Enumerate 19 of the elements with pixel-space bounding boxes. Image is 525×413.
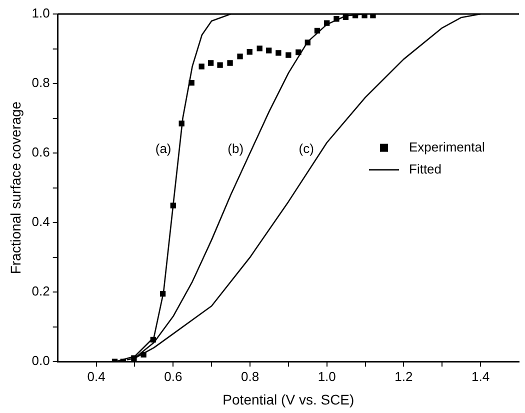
x-tick-label: 1.4 bbox=[472, 368, 490, 384]
legend-label: Experimental bbox=[409, 139, 485, 154]
y-tick-label: 0.4 bbox=[32, 214, 50, 230]
legend-label: Fitted bbox=[409, 161, 442, 176]
y-tick-label: 0.8 bbox=[32, 75, 50, 90]
annotation: (b) bbox=[228, 141, 244, 156]
y-tick-label: 1.0 bbox=[32, 6, 50, 21]
y-tick-label: 0.0 bbox=[32, 353, 50, 368]
x-tick-label: 1.0 bbox=[318, 368, 336, 384]
annotation: (c) bbox=[298, 141, 314, 156]
y-tick-label: 0.2 bbox=[32, 284, 50, 299]
x-tick-label: 0.8 bbox=[240, 368, 260, 384]
x-axis-title: Potential (V vs. SCE) bbox=[222, 391, 354, 408]
x-tick-label: 0.6 bbox=[164, 368, 182, 384]
y-axis-title: Fractional surface coverage bbox=[7, 101, 24, 274]
x-tick-label: 1.2 bbox=[394, 368, 413, 384]
x-tick-label: 0.4 bbox=[87, 368, 106, 384]
y-tick-label: 0.6 bbox=[32, 144, 50, 160]
annotation: (a) bbox=[155, 141, 172, 156]
